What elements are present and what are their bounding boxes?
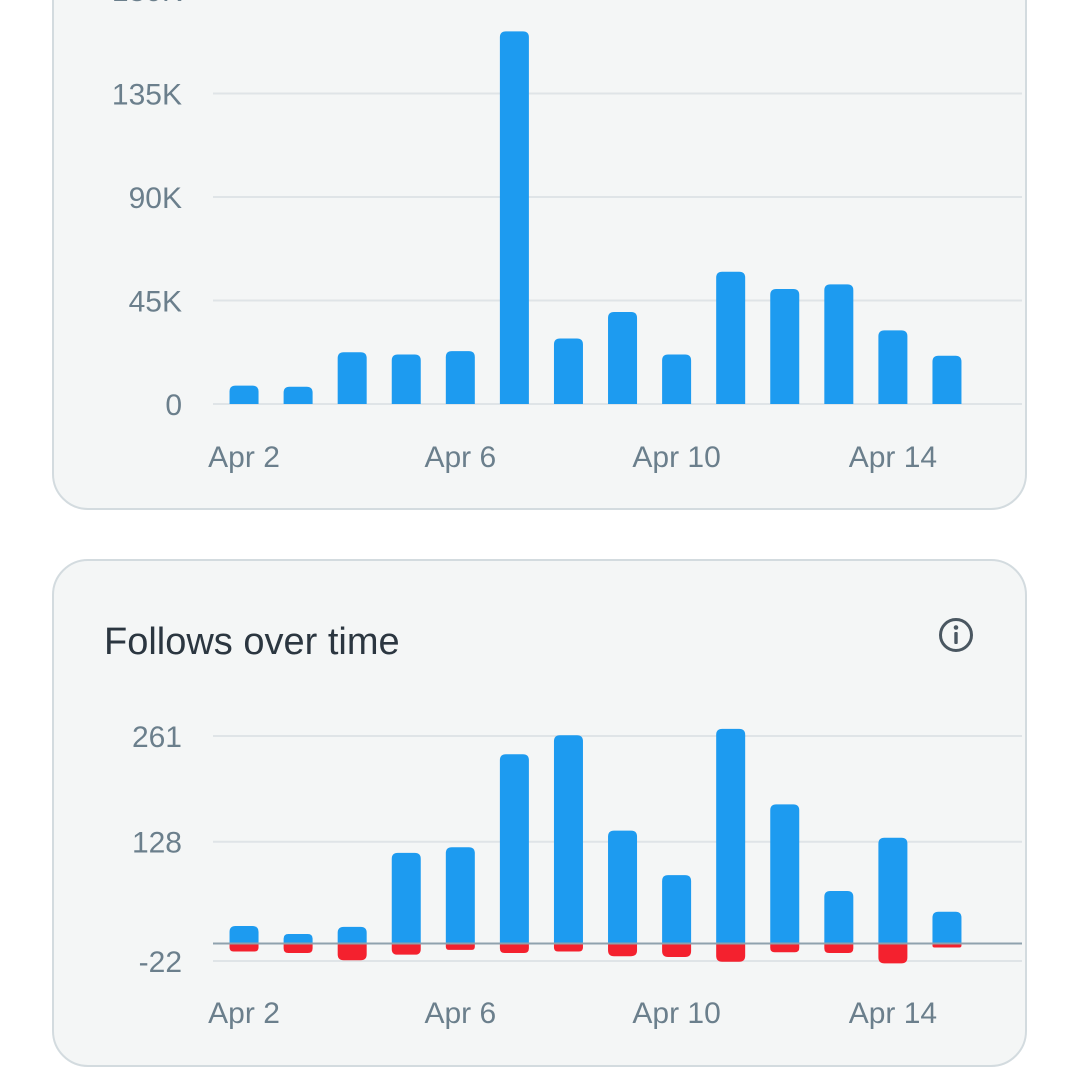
bar-apr-10[interactable]: [662, 875, 692, 944]
bar-negative-apr-13[interactable]: [824, 943, 854, 954]
x-tick-label: Apr 2: [208, 997, 280, 1030]
x-tick-label: Apr 6: [424, 997, 496, 1030]
y-tick-label: 128: [132, 827, 182, 860]
x-tick-label: Apr 2: [208, 441, 280, 474]
bar-negative-apr-4[interactable]: [337, 943, 367, 961]
bar-apr-15[interactable]: [932, 355, 962, 404]
bar-apr-12[interactable]: [770, 804, 800, 944]
bar-negative-apr-14[interactable]: [878, 943, 908, 964]
bar-apr-13[interactable]: [824, 891, 854, 944]
bar-apr-6[interactable]: [445, 351, 475, 404]
x-tick-label: Apr 6: [424, 441, 496, 474]
bar-apr-7[interactable]: [499, 754, 529, 944]
follows-title: Follows over time: [104, 621, 400, 663]
bar-apr-8[interactable]: [553, 338, 583, 404]
bar-negative-apr-6[interactable]: [445, 943, 475, 950]
y-tick-label: 45K: [129, 286, 182, 319]
follows-chart: 261 128 -22 Apr 2 Apr 6 Apr 10 Apr 14: [132, 721, 1022, 1030]
bar-negative-apr-12[interactable]: [770, 943, 800, 953]
bar-apr-4[interactable]: [337, 352, 367, 404]
bar-apr-11[interactable]: [716, 271, 746, 404]
bar-apr-6[interactable]: [445, 847, 475, 944]
bar-apr-5[interactable]: [391, 852, 421, 944]
follows-card: Follows over time 261 128 -22 Apr 2 Apr 6 Apr…: [52, 559, 1027, 1067]
bar-apr-15[interactable]: [932, 911, 962, 944]
y-tick-label: 135K: [112, 79, 182, 112]
bar-negative-apr-8[interactable]: [553, 943, 583, 952]
bar-apr-10[interactable]: [662, 354, 692, 404]
y-tick-label: 261: [132, 721, 182, 754]
bar-apr-2[interactable]: [229, 926, 259, 944]
y-tick-label: -22: [139, 946, 182, 979]
x-tick-label: Apr 10: [632, 441, 720, 474]
bar-apr-7[interactable]: [499, 31, 529, 405]
y-tick-label: 0: [165, 389, 182, 422]
impressions-card: 180K 135K 90K 45K 0 Apr 2 Apr 6 Apr 10 Apr 14: [52, 0, 1027, 510]
bar-apr-14[interactable]: [878, 837, 908, 944]
bar-apr-8[interactable]: [553, 735, 583, 944]
bar-apr-9[interactable]: [608, 312, 638, 404]
bar-apr-12[interactable]: [770, 289, 800, 404]
x-tick-label: Apr 10: [632, 997, 720, 1030]
bar-apr-11[interactable]: [716, 728, 746, 944]
bar-apr-14[interactable]: [878, 330, 908, 404]
bar-apr-5[interactable]: [391, 354, 421, 404]
bar-apr-9[interactable]: [608, 830, 638, 944]
bar-apr-2[interactable]: [229, 385, 259, 404]
bar-negative-apr-3[interactable]: [283, 943, 313, 954]
info-icon[interactable]: [937, 616, 975, 654]
x-tick-label: Apr 14: [849, 997, 937, 1030]
impressions-chart: 180K 135K 90K 45K 0 Apr 2 Apr 6 Apr 10 Apr 14: [112, 0, 1022, 474]
bar-negative-apr-10[interactable]: [662, 943, 692, 958]
bar-apr-3[interactable]: [283, 386, 313, 404]
y-tick-label: 90K: [129, 182, 182, 215]
bar-negative-apr-11[interactable]: [716, 943, 746, 962]
bar-negative-apr-7[interactable]: [499, 943, 529, 954]
bar-apr-3[interactable]: [283, 933, 313, 944]
bar-apr-4[interactable]: [337, 926, 367, 944]
bar-negative-apr-2[interactable]: [229, 943, 259, 952]
y-tick-label: 180K: [112, 0, 182, 8]
x-tick-label: Apr 14: [849, 441, 937, 474]
bar-negative-apr-5[interactable]: [391, 943, 421, 955]
bar-apr-13[interactable]: [824, 284, 854, 404]
bar-negative-apr-9[interactable]: [608, 943, 638, 957]
